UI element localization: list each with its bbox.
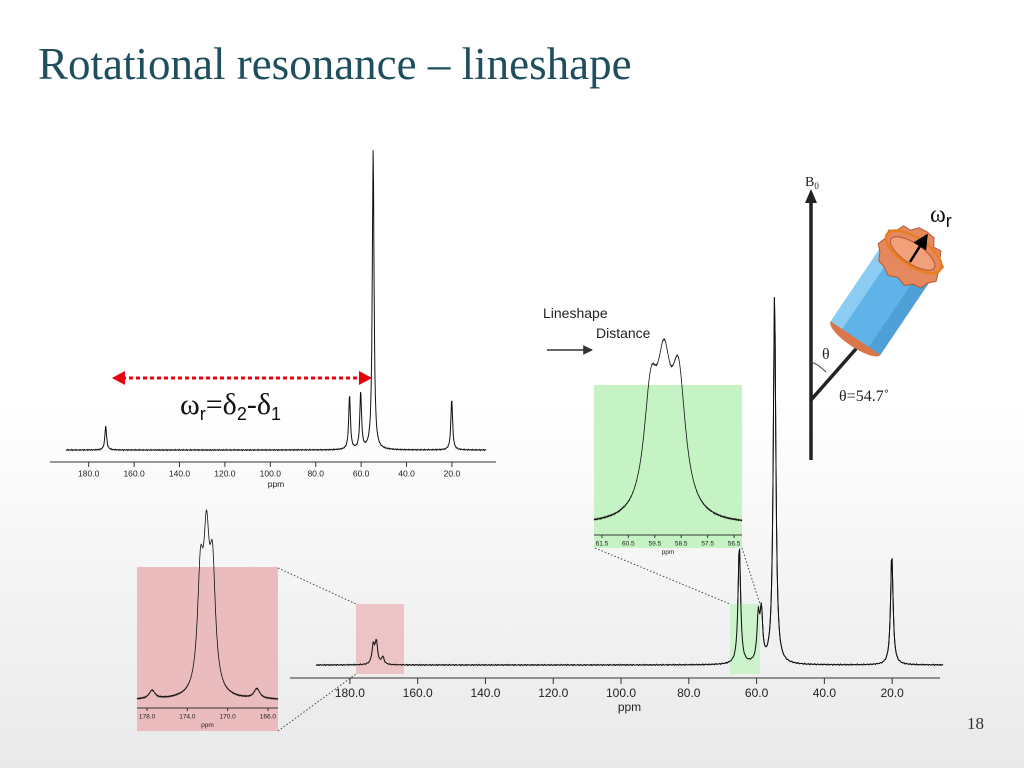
bottom-spectrum-tick-label: 60.0 bbox=[745, 686, 769, 700]
red-inset-trace bbox=[136, 509, 279, 701]
bottom-spectrum-overlay-trace bbox=[315, 297, 944, 667]
bottom-spectrum-tick-label: 180.0 bbox=[335, 686, 365, 700]
top-spectrum-tick-label: 120.0 bbox=[214, 469, 236, 479]
top-spectrum-tick-label: 80.0 bbox=[307, 469, 324, 479]
green-inset-x-label: ppm bbox=[662, 549, 675, 556]
omega-r-label: ωr bbox=[930, 202, 952, 231]
green-inset-trace bbox=[593, 338, 743, 522]
b0-label: B0 bbox=[805, 175, 819, 191]
zoom-connectors bbox=[277, 547, 761, 732]
green-inset-tick-label: 58.5 bbox=[675, 541, 688, 548]
rotation-vector bbox=[908, 233, 929, 263]
distance-label: Distance bbox=[596, 325, 651, 341]
formula-omega: ω bbox=[180, 388, 200, 421]
bottom-spectrum-overlay bbox=[315, 297, 944, 667]
green-inset-tick-label: 56.5 bbox=[728, 541, 741, 548]
green-inset-panel bbox=[594, 385, 742, 548]
bottom-spectrum-tick-label: 120.0 bbox=[538, 686, 568, 700]
bottom-spectrum-tick-label: 40.0 bbox=[813, 686, 837, 700]
bottom-spectrum-tick-label: 80.0 bbox=[677, 686, 701, 700]
lineshape-label: Lineshape bbox=[543, 305, 608, 321]
green-inset-spectrum: 61.5 60.5 59.5 58.5 57.5 56.5 ppm bbox=[593, 338, 743, 556]
bottom-spectrum-x-label: ppm bbox=[618, 700, 641, 714]
rotor-diagram: B0 θ θ=54.7˚ ωr bbox=[805, 175, 952, 460]
theta-arc bbox=[810, 361, 827, 373]
top-spectrum-tick-label: 140.0 bbox=[169, 469, 191, 479]
red-inset-tick-label: 178.0 bbox=[139, 714, 156, 721]
red-highlight-box bbox=[356, 604, 404, 674]
formula-minus-delta: -δ bbox=[246, 388, 271, 421]
rotor-cylinder bbox=[830, 225, 944, 357]
green-inset-tick-label: 57.5 bbox=[701, 541, 714, 548]
red-inset-tick-label: 174.0 bbox=[179, 714, 196, 721]
formula-eq-delta: =δ bbox=[205, 388, 237, 421]
bottom-spectrum-tick-label: 140.0 bbox=[470, 686, 500, 700]
theta-symbol: θ bbox=[822, 346, 830, 363]
red-inset-tick-label: 166.0 bbox=[260, 714, 277, 721]
top-spectrum: 180.0 160.0 140.0 120.0 100.0 80.0 60.0 40.0 20.… bbox=[50, 150, 496, 489]
green-inset-tick-label: 61.5 bbox=[596, 541, 609, 548]
top-spectrum-tick-label: 100.0 bbox=[260, 469, 282, 479]
formula-delta-sub2: 2 bbox=[236, 404, 247, 424]
bottom-spectrum-tick-label: 20.0 bbox=[880, 686, 904, 700]
theta-value: θ=54.7˚ bbox=[839, 388, 889, 405]
top-spectrum-tick-label: 40.0 bbox=[398, 469, 415, 479]
green-inset-tick-label: 60.5 bbox=[622, 541, 635, 548]
red-inset-spectrum: 178.0 174.0 170.0 166.0 ppm bbox=[136, 509, 279, 729]
top-spectrum-trace bbox=[65, 150, 487, 452]
red-inset-panel bbox=[137, 567, 278, 731]
formula-omega-sub: r bbox=[199, 404, 206, 424]
bottom-spectrum-tick-label: 160.0 bbox=[403, 686, 433, 700]
slide-title: Rotational resonance – lineshape bbox=[38, 39, 632, 89]
top-spectrum-tick-label: 20.0 bbox=[444, 469, 461, 479]
top-spectrum-tick-label: 60.0 bbox=[353, 469, 370, 479]
top-spectrum-x-label: ppm bbox=[268, 479, 285, 489]
formula-delta-sub1: 1 bbox=[270, 404, 281, 424]
red-inset-tick-label: 170.0 bbox=[220, 714, 237, 721]
green-inset-tick-label: 59.5 bbox=[648, 541, 661, 548]
top-spectrum-tick-label: 180.0 bbox=[78, 469, 100, 479]
red-inset-x-label: ppm bbox=[201, 722, 214, 729]
top-spectrum-tick-label: 160.0 bbox=[123, 469, 145, 479]
bottom-spectrum-tick-label: 100.0 bbox=[606, 686, 636, 700]
omega-range-arrow bbox=[112, 371, 372, 385]
green-highlight-box bbox=[730, 604, 760, 674]
rotational-resonance-formula: ωr=δ2-δ1 bbox=[180, 388, 281, 425]
b0-arrow-head bbox=[805, 189, 817, 203]
page-number: 18 bbox=[967, 714, 984, 733]
